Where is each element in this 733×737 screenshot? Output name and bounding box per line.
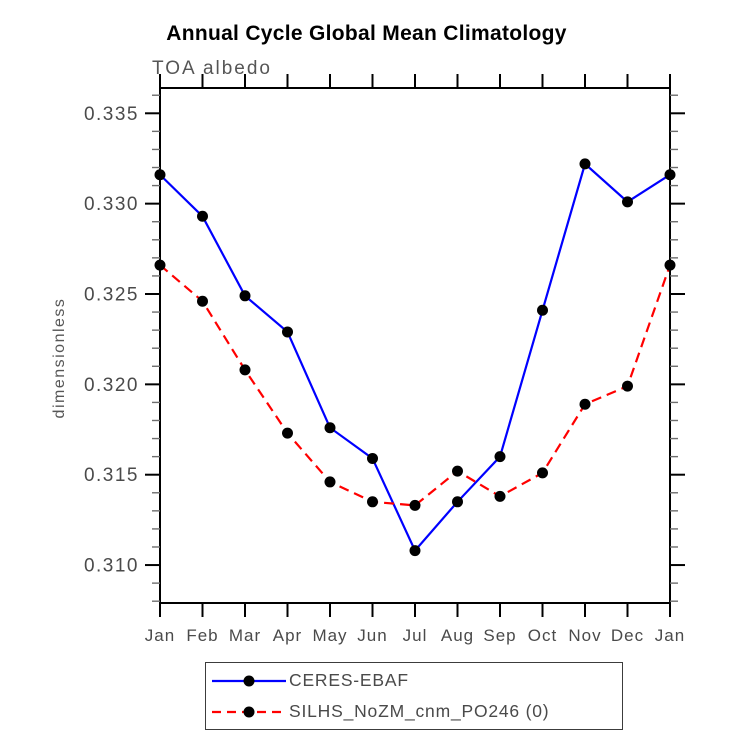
data-point-marker [239,290,251,302]
data-point-marker [622,380,633,392]
data-point-marker [537,304,548,316]
series-line-1 [159,264,672,507]
x-tick-label: Dec [611,626,644,645]
data-point-marker [664,259,676,271]
x-tick-label: Nov [568,626,601,645]
data-point-marker [537,467,548,479]
chart-subtitle: TOA albedo [152,58,273,79]
x-tick-label: Jan [655,626,685,645]
legend-dashed-line-icon [212,706,286,717]
x-tick-label: Apr [273,626,302,645]
legend-entry-silhs: SILHS_NoZM_cnm_PO246 (0) [206,696,622,727]
data-point-marker [197,295,208,307]
data-point-marker [664,169,676,181]
data-point-marker [494,451,506,463]
x-tick-label: Feb [186,626,218,645]
data-point-marker [282,326,293,338]
x-tick-label: Jan [145,626,175,645]
chart-title: Annual Cycle Global Mean Climatology [166,22,567,45]
data-point-marker [367,452,378,464]
data-point-marker [409,499,421,511]
y-tick-label: 0.320 [84,375,139,396]
data-point-marker [452,465,463,477]
legend-entry-ceres-ebaf: CERES-EBAF [206,665,622,696]
y-tick-label: 0.315 [84,465,139,486]
data-point-marker [324,476,336,488]
x-tick-label: Aug [441,626,474,645]
x-tick-label: Jun [357,626,387,645]
data-point-marker [622,196,633,208]
x-tick-label: May [312,626,347,645]
legend-label-silhs: SILHS_NoZM_cnm_PO246 (0) [289,701,550,721]
data-point-marker [452,496,463,508]
x-tick-label: Jul [403,626,428,645]
plot-frame [159,87,671,604]
y-tick-label: 0.335 [84,104,139,125]
data-point-marker [409,545,421,557]
legend-solid-line-icon [212,675,286,686]
legend-label-ceres-ebaf: CERES-EBAF [289,670,409,690]
data-point-marker [579,158,591,170]
data-point-marker [282,427,293,439]
data-point-marker [197,210,208,222]
y-tick-label: 0.310 [84,556,139,577]
x-tick-label: Mar [229,626,261,645]
x-tick-label: Sep [483,626,516,645]
data-point-marker [579,398,591,410]
x-tick-label: Oct [528,626,557,645]
data-point-marker [239,364,251,376]
data-point-marker [154,259,166,271]
data-point-marker [494,490,506,502]
data-point-marker [154,169,166,181]
y-tick-label: 0.325 [84,285,139,306]
legend: CERES-EBAF SILHS_NoZM_cnm_PO246 (0) [205,662,623,730]
y-tick-label: 0.330 [84,194,139,215]
data-point-marker [367,496,378,508]
data-point-marker [324,422,336,434]
